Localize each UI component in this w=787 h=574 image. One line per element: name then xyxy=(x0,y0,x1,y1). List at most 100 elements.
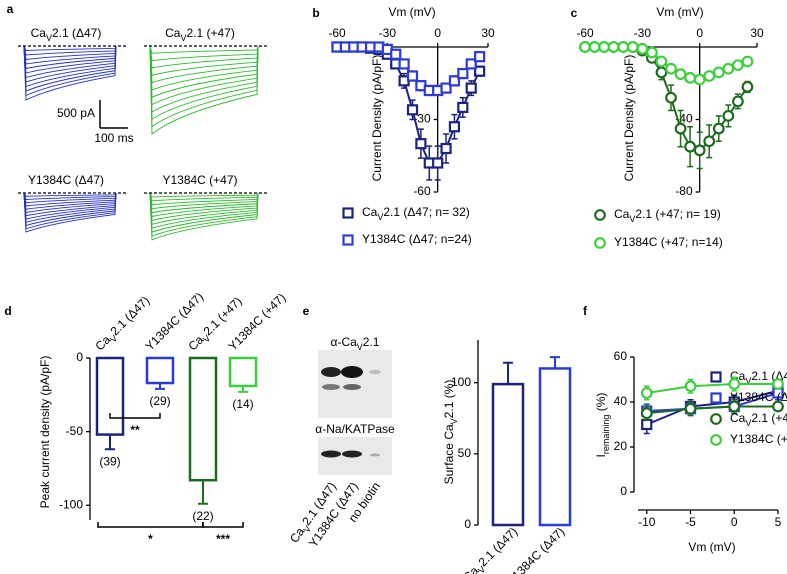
marker xyxy=(474,65,486,77)
legend-marker xyxy=(342,207,354,219)
blot-label: α-Na/KATPase xyxy=(315,422,395,436)
error-bar xyxy=(105,434,115,451)
marker xyxy=(448,121,461,133)
y-axis-label: Current Density (pA/pF) xyxy=(622,55,636,182)
trace xyxy=(149,192,259,225)
trace xyxy=(149,45,259,69)
marker xyxy=(598,41,611,53)
marker xyxy=(645,46,658,59)
marker xyxy=(655,55,668,68)
y-tick-label: -100 xyxy=(59,497,83,511)
marker xyxy=(465,82,477,94)
x-tick-label: -5 xyxy=(685,515,696,529)
trace-label: Y1384C (+47) xyxy=(162,173,237,187)
marker xyxy=(665,62,677,75)
y-tick-label: 50 xyxy=(458,446,472,460)
trace xyxy=(23,45,117,97)
marker xyxy=(457,67,469,80)
panel-letter: d xyxy=(4,304,11,318)
y-tick-label: 60 xyxy=(614,349,628,363)
marker xyxy=(741,80,754,93)
trace xyxy=(149,45,259,135)
x-tick-label: -30 xyxy=(379,26,397,40)
x-tick-label: CaV2.1 (Δ47) xyxy=(460,524,522,574)
marker xyxy=(588,41,601,53)
panel-letter: c xyxy=(571,6,578,20)
trace xyxy=(149,45,259,54)
panel-letter: f xyxy=(583,304,588,318)
x-tick-label: 30 xyxy=(481,26,495,40)
x-tick-label: -60 xyxy=(576,26,594,40)
marker xyxy=(640,407,653,420)
band xyxy=(343,384,361,390)
trace xyxy=(149,45,259,113)
panel-letter: a xyxy=(7,2,14,16)
marker xyxy=(440,142,452,155)
marker xyxy=(406,70,419,82)
marker xyxy=(390,48,402,60)
y-tick-label: -40 xyxy=(675,112,693,126)
legend-marker xyxy=(594,209,606,221)
band xyxy=(370,453,380,457)
trace xyxy=(23,45,117,51)
legend-label: CaV2.1 (+47; n= 19) xyxy=(614,207,721,224)
legend-marker xyxy=(710,371,722,383)
trace xyxy=(149,192,259,241)
legend-marker xyxy=(710,434,722,446)
trace xyxy=(149,192,259,229)
bar xyxy=(228,356,258,388)
x-tick-label: -30 xyxy=(634,26,652,40)
trace xyxy=(23,45,117,56)
band xyxy=(321,367,341,377)
trace xyxy=(149,45,259,99)
trace xyxy=(23,192,117,204)
trace xyxy=(23,45,117,88)
band xyxy=(342,450,362,458)
bar xyxy=(491,382,525,527)
marker xyxy=(626,41,639,53)
marker xyxy=(398,58,410,70)
marker xyxy=(607,41,620,53)
trace xyxy=(149,45,259,62)
significance-bracket xyxy=(109,413,161,419)
band xyxy=(341,366,363,378)
marker xyxy=(636,42,649,55)
error-bar xyxy=(155,383,165,390)
trace xyxy=(23,45,117,92)
marker xyxy=(674,122,687,135)
trace xyxy=(23,192,117,230)
x-tick-label: 0 xyxy=(731,515,738,529)
y-tick-label: 100 xyxy=(451,375,471,389)
scale-label: 500 pA xyxy=(57,106,95,120)
y-tick-label: -60 xyxy=(413,184,431,198)
legend-marker xyxy=(710,413,722,425)
marker xyxy=(684,71,697,84)
trace xyxy=(23,45,117,65)
trace-label: CaV2.1 (Δ47) xyxy=(31,26,102,43)
significance-label: * xyxy=(148,532,153,546)
bar xyxy=(95,356,125,436)
legend-label: CaV2.1 (Δ47; n= 32) xyxy=(362,205,470,222)
legend-marker xyxy=(594,237,606,249)
marker xyxy=(703,135,716,148)
marker xyxy=(772,400,784,413)
marker xyxy=(728,378,741,390)
marker xyxy=(457,101,469,114)
legend-marker xyxy=(710,392,722,404)
x-tick-label: -10 xyxy=(638,515,656,529)
marker xyxy=(655,66,668,79)
series-line xyxy=(646,383,778,394)
y-tick-label: 0 xyxy=(464,517,471,531)
trace xyxy=(149,192,259,210)
trace xyxy=(23,192,117,200)
marker xyxy=(712,66,725,79)
trace-label: Y1384C (Δ47) xyxy=(28,173,104,187)
marker xyxy=(703,70,716,82)
marker xyxy=(731,95,744,108)
y-axis-label: Peak current density (pA/pF) xyxy=(38,356,52,509)
marker xyxy=(432,157,444,169)
marker xyxy=(722,109,735,122)
marker xyxy=(448,75,461,87)
trace xyxy=(149,45,259,84)
